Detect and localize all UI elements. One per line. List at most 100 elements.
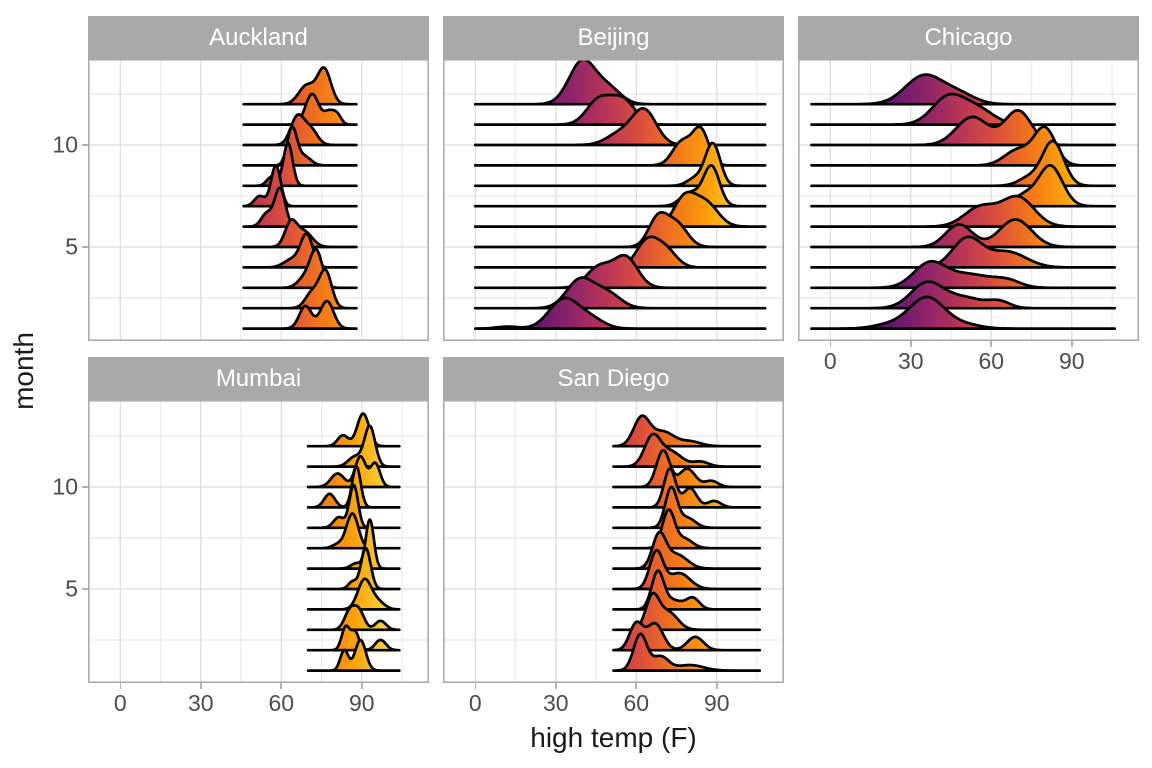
gridlines [88, 59, 429, 341]
ridges [612, 414, 762, 672]
ridge-san-diego-month-12 [612, 414, 762, 448]
y-tick-mark [82, 246, 88, 248]
y-tick-mark [82, 486, 88, 488]
x-tick-mark [199, 683, 202, 689]
ridge-auckland-month-1 [242, 299, 358, 330]
ridge-chicago-month-2 [810, 280, 1117, 310]
ridge-mumbai-month-1 [306, 638, 401, 672]
ridge-san-diego-month-1 [612, 632, 762, 672]
ridge-auckland-month-8 [242, 141, 358, 188]
x-tick-label: 0 [468, 690, 482, 716]
y-tick-label: 5 [65, 233, 78, 260]
ridge-mumbai-month-11 [306, 424, 401, 468]
ridge-san-diego-month-11 [612, 432, 762, 468]
ridge-chicago-month-6 [810, 194, 1117, 228]
gridlines [443, 400, 784, 683]
facet-label: Chicago [924, 23, 1013, 51]
panel-border [798, 59, 1139, 341]
ridge-san-diego-month-9 [612, 467, 762, 509]
y-axis-title: month [8, 332, 39, 410]
x-tick-mark [715, 683, 718, 689]
ridge-mumbai-month-8 [306, 483, 401, 530]
x-tick-label: 0 [823, 348, 837, 374]
ridges [810, 73, 1117, 330]
ridge-chicago-month-1 [810, 295, 1117, 330]
x-tick-label: 60 [623, 690, 650, 716]
x-tick-mark [280, 683, 283, 689]
ridge-auckland-month-9 [242, 125, 358, 167]
ridge-chicago-month-3 [810, 259, 1117, 290]
ridge-beijing-month-2 [473, 276, 767, 310]
x-tick-mark [829, 341, 832, 347]
ridge-san-diego-month-8 [612, 485, 762, 530]
x-tick-label: 90 [703, 690, 730, 716]
ridge-auckland-month-5 [242, 218, 358, 249]
facet-strip-mumbai: Mumbai [88, 357, 429, 400]
ridge-auckland-month-12 [242, 66, 358, 106]
facet-label: San Diego [557, 364, 670, 392]
x-tick-mark [119, 683, 122, 689]
panel-chicago [798, 59, 1139, 341]
x-tick-label: 0 [113, 690, 127, 716]
x-tick-mark [909, 341, 912, 347]
ridge-mumbai-month-4 [306, 577, 401, 611]
facet-strip-beijing: Beijing [443, 16, 784, 59]
x-tick-mark [990, 341, 993, 347]
ridge-san-diego-month-6 [612, 530, 762, 570]
x-tick-label: 90 [1058, 348, 1085, 374]
panel-border [88, 400, 429, 683]
ridge-mumbai-month-12 [306, 412, 401, 448]
ridges [473, 59, 767, 330]
x-tick-mark [635, 683, 638, 689]
y-tick-mark [82, 144, 88, 146]
ridge-auckland-month-10 [242, 113, 358, 147]
ridge-beijing-month-11 [473, 93, 767, 126]
panel-san-diego [443, 400, 784, 683]
x-axis-title: high temp (F) [530, 722, 697, 753]
panel-border [443, 400, 784, 683]
ridge-auckland-month-7 [242, 164, 358, 208]
ridge-beijing-month-5 [473, 210, 767, 249]
x-tick-label: 60 [268, 690, 295, 716]
ridge-mumbai-month-5 [306, 546, 401, 591]
y-tick-label: 5 [65, 575, 78, 602]
y-tick-mark [82, 588, 88, 590]
panel-border [88, 59, 429, 341]
x-tick-mark [554, 683, 557, 689]
ridge-chicago-month-5 [810, 218, 1117, 249]
ridge-san-diego-month-10 [612, 448, 762, 489]
facet-label: Mumbai [215, 364, 302, 392]
ridge-auckland-month-3 [242, 247, 358, 290]
x-tick-mark [360, 683, 363, 689]
ridge-auckland-month-2 [242, 268, 358, 310]
ridge-mumbai-month-2 [306, 624, 401, 652]
ridge-beijing-month-3 [473, 253, 767, 290]
x-tick-label: 60 [978, 348, 1005, 374]
ridge-beijing-month-1 [473, 296, 767, 330]
ridge-beijing-month-8 [473, 141, 767, 188]
ridge-san-diego-month-5 [612, 548, 762, 591]
ridges [306, 412, 401, 672]
panel-beijing [443, 59, 784, 341]
facet-strip-san-diego: San Diego [443, 357, 784, 400]
x-tick-label: 90 [348, 690, 375, 716]
y-tick-label: 10 [52, 473, 78, 500]
ridge-chicago-month-11 [810, 92, 1117, 126]
x-tick-label: 30 [187, 690, 214, 716]
panel-border [443, 59, 784, 341]
x-tick-label: 30 [542, 690, 569, 716]
ridge-beijing-month-10 [473, 106, 767, 147]
ridge-san-diego-month-7 [612, 508, 762, 550]
ridge-chicago-month-4 [810, 235, 1117, 269]
ridge-chicago-month-9 [810, 125, 1117, 167]
ridges [242, 66, 358, 330]
ridge-auckland-month-4 [242, 232, 358, 269]
facet-label: Beijing [577, 23, 650, 51]
panel-mumbai [88, 400, 429, 683]
facet-label: Auckland [209, 23, 308, 51]
ridge-mumbai-month-3 [306, 603, 401, 632]
ridge-mumbai-month-6 [306, 518, 401, 570]
facet-strip-auckland: Auckland [88, 16, 429, 59]
ridge-san-diego-month-2 [612, 620, 762, 652]
